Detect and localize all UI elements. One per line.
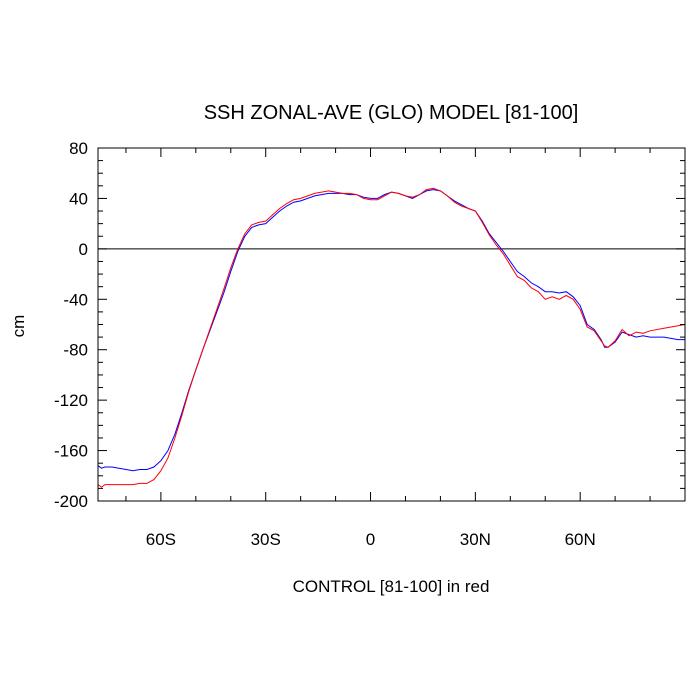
y-tick-label: -200 — [54, 492, 88, 511]
x-tick-label: 0 — [366, 530, 375, 549]
x-tick-label: 60N — [565, 530, 596, 549]
y-tick-label: -120 — [54, 391, 88, 410]
y-tick-label: 0 — [79, 240, 88, 259]
y-tick-label: 40 — [69, 189, 88, 208]
y-axis-label: cm — [9, 315, 28, 338]
x-tick-label: 60S — [146, 530, 176, 549]
series-line-red — [97, 187, 686, 488]
y-tick-label: -160 — [54, 442, 88, 461]
x-tick-label: 30N — [460, 530, 491, 549]
y-tick-label: 80 — [69, 139, 88, 158]
plot-area: 80 40 0 -40 -80 -120 -160 -200 60S 30S 0 30N 60N — [54, 139, 686, 549]
chart-title: SSH ZONAL-AVE (GLO) MODEL [81-100] — [204, 102, 579, 124]
plot-frame — [97, 147, 686, 502]
series-line-blue — [97, 189, 685, 472]
x-axis-label: CONTROL [81-100] in red — [293, 577, 490, 596]
x-tick-label: 30S — [251, 530, 281, 549]
y-tick-label: -40 — [63, 290, 88, 309]
y-tick-label: -80 — [63, 341, 88, 360]
